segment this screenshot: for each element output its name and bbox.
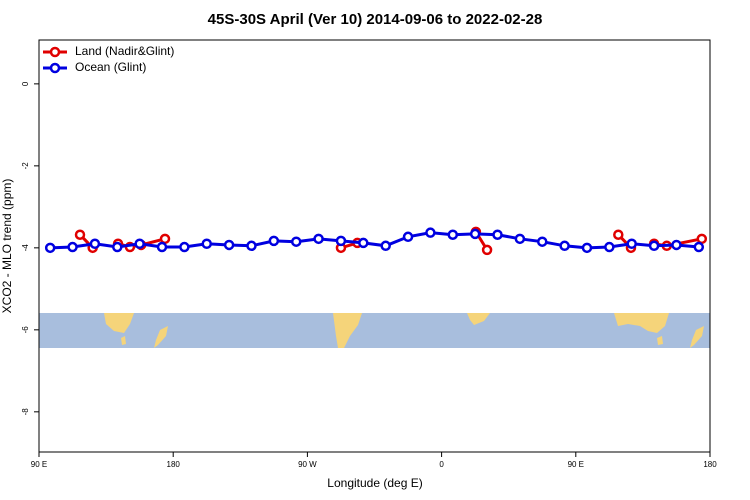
y-tick-label: 0 xyxy=(21,81,30,86)
point xyxy=(469,228,481,240)
point xyxy=(112,241,123,253)
point xyxy=(693,241,705,253)
point xyxy=(268,235,280,247)
point xyxy=(537,236,548,247)
y-tick-label: -4 xyxy=(21,244,30,252)
point xyxy=(648,240,660,252)
map-band xyxy=(39,313,710,348)
y-tick-label: -2 xyxy=(21,162,30,170)
point xyxy=(358,237,369,249)
point xyxy=(604,241,615,253)
point xyxy=(514,233,526,245)
legend-marker xyxy=(49,46,61,58)
plot-frame xyxy=(38,39,711,453)
map-ocean xyxy=(39,313,710,348)
point xyxy=(89,238,101,249)
x-tick-label: 90 E xyxy=(568,460,584,469)
point xyxy=(626,238,637,249)
point xyxy=(402,231,414,243)
map-land xyxy=(467,313,490,325)
point xyxy=(134,238,145,249)
map-land xyxy=(657,336,663,345)
x-axis-label: Longitude (deg E) xyxy=(327,476,422,490)
y-tick-label: -6 xyxy=(21,326,30,334)
point xyxy=(492,229,503,240)
x-tick-label: 90 E xyxy=(31,460,47,469)
point xyxy=(613,229,624,240)
point xyxy=(246,240,257,252)
point xyxy=(425,227,436,238)
legend-marker xyxy=(49,62,61,74)
point xyxy=(156,241,168,253)
point xyxy=(671,239,682,251)
x-tick-label: 0 xyxy=(439,460,444,469)
point xyxy=(581,242,593,254)
map-land xyxy=(614,313,669,333)
point xyxy=(559,240,570,252)
point xyxy=(481,244,493,256)
point xyxy=(380,240,391,252)
point xyxy=(201,238,212,249)
point xyxy=(159,233,171,245)
point xyxy=(447,229,459,240)
y-tick-label: -8 xyxy=(21,408,30,416)
point xyxy=(696,233,708,245)
map-land xyxy=(121,336,126,345)
y-axis-label: XCO2 - MLO trend (ppm) xyxy=(0,179,14,314)
point xyxy=(44,242,56,254)
x-tick-label: 180 xyxy=(167,460,181,469)
map-land xyxy=(154,326,168,348)
point xyxy=(179,241,190,253)
map-land xyxy=(690,326,704,348)
legend-label: Land (Nadir&Glint) xyxy=(75,44,174,58)
map-land xyxy=(333,313,362,348)
chart-title: 45S-30S April (Ver 10) 2014-09-06 to 202… xyxy=(208,11,543,28)
point xyxy=(67,241,78,253)
map-land xyxy=(104,313,134,333)
point xyxy=(335,235,347,247)
x-tick-label: 90 W xyxy=(298,460,317,469)
point xyxy=(290,236,302,247)
legend-label: Ocean (Glint) xyxy=(75,60,146,74)
point xyxy=(223,239,235,251)
point xyxy=(313,233,324,245)
point xyxy=(74,229,86,240)
x-tick-label: 180 xyxy=(703,460,717,469)
